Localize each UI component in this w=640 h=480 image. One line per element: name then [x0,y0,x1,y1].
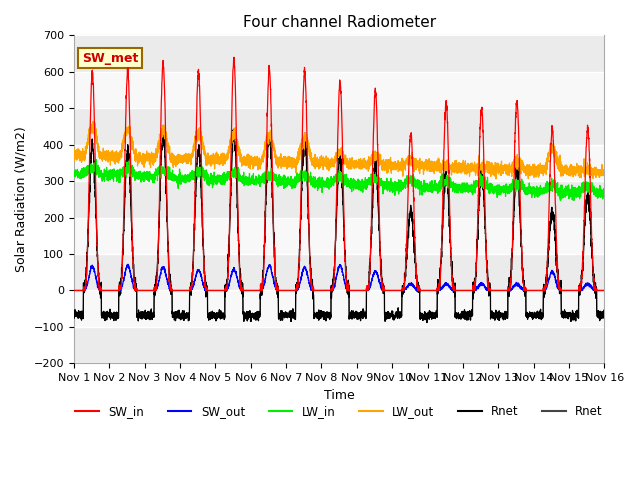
Bar [74,327,604,363]
Bar [74,290,604,327]
X-axis label: Time: Time [324,389,355,402]
Bar [74,181,604,217]
Title: Four channel Radiometer: Four channel Radiometer [243,15,436,30]
Y-axis label: Solar Radiation (W/m2): Solar Radiation (W/m2) [15,127,28,272]
Bar [74,144,604,181]
Bar [74,36,604,72]
Bar [74,72,604,108]
Bar [74,254,604,290]
Legend: SW_in, SW_out, LW_in, LW_out, Rnet, Rnet: SW_in, SW_out, LW_in, LW_out, Rnet, Rnet [70,401,607,423]
Bar [74,217,604,254]
Text: SW_met: SW_met [82,51,138,65]
Bar [74,108,604,144]
